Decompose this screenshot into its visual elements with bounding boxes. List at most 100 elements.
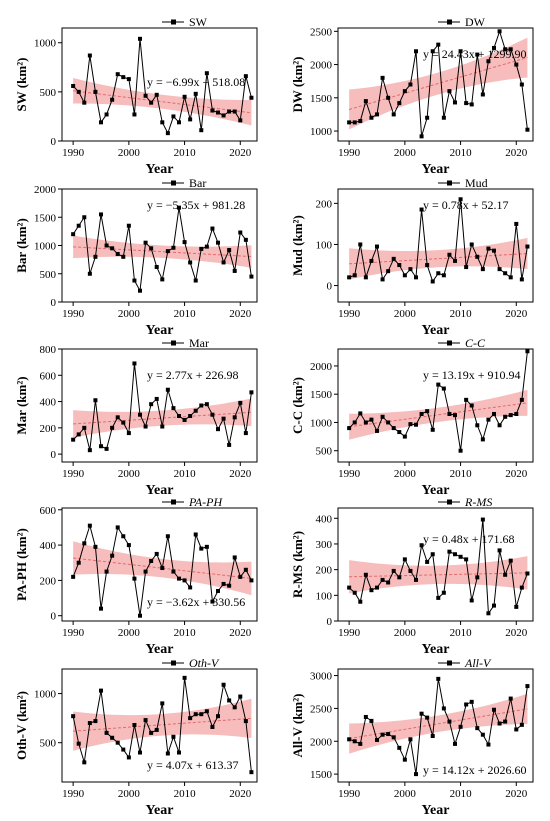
chart-paph-point-4 <box>93 544 98 549</box>
chart-othv-point-22 <box>193 712 198 717</box>
chart-paph-point-20 <box>182 578 187 583</box>
chart-rms-ylabel-unit: (km²) <box>290 531 305 562</box>
chart-allv-point-24 <box>480 732 485 737</box>
chart-mar-xtick-label-1: 2000 <box>118 468 141 480</box>
chart-othv-point-15 <box>154 727 159 732</box>
chart-allv-point-2 <box>358 741 363 746</box>
chart-rms-ylabel-name: R-MS <box>290 562 305 598</box>
chart-dw-point-4 <box>369 115 374 120</box>
chart-paph-ylabel-unit: (km²) <box>14 528 29 559</box>
chart-paph-point-14 <box>149 558 154 563</box>
chart-mar-ytick-label-4: 800 <box>40 344 57 356</box>
chart-rms-point-19 <box>453 552 457 557</box>
chart-mud-ylabel-unit: (km²) <box>290 215 305 246</box>
chart-mud-point-1 <box>352 273 357 278</box>
chart-paph-equation: y = −3.62x + 330.56 <box>147 595 245 609</box>
chart-paph-xtick-label-3: 2020 <box>229 627 252 639</box>
chart-sw-point-13 <box>143 93 148 98</box>
chart-allv-point-14 <box>425 715 430 720</box>
chart-allv-point-5 <box>375 737 379 742</box>
chart-cc: 1990 2000 2010 2020 500 1000 1500 2000 Year C-C (… <box>290 336 534 498</box>
chart-othv-legend-label: Oth-V <box>189 656 220 670</box>
chart-rms-xtick-label-2: 2010 <box>450 627 473 639</box>
chart-sw-point-9 <box>121 75 126 80</box>
chart-othv-point-8 <box>115 740 120 745</box>
chart-rms-point-28 <box>503 572 508 577</box>
chart-mud-point-32 <box>525 244 530 249</box>
chart-rms-ytick-label-4: 400 <box>316 513 333 525</box>
chart-cc-point-15 <box>430 427 435 432</box>
chart-mar-ytick-label-1: 200 <box>40 423 57 435</box>
chart-bar-xtick-label-3: 2020 <box>229 308 252 320</box>
chart-paph-point-13 <box>143 569 148 574</box>
chart-bar-point-3 <box>87 271 92 276</box>
chart-cc-point-18 <box>447 411 452 416</box>
chart-allv-point-12 <box>414 772 418 777</box>
chart-bar-point-24 <box>204 244 209 249</box>
chart-mar-point-10 <box>126 431 131 436</box>
chart-bar-point-14 <box>149 246 154 251</box>
chart-bar-point-4 <box>93 254 98 259</box>
chart-cc-point-30 <box>514 411 519 416</box>
chart-mar-ylabel: Mar (km²) <box>14 376 29 434</box>
chart-rms-point-9 <box>397 575 402 580</box>
chart-allv-point-10 <box>402 757 407 762</box>
chart-bar-point-9 <box>121 254 126 259</box>
chart-dw-point-14 <box>425 115 430 120</box>
chart-othv-point-6 <box>104 730 109 735</box>
chart-mar-point-27 <box>221 416 226 421</box>
chart-allv-point-13 <box>419 711 424 716</box>
chart-dw-xtick-label-3: 2020 <box>505 147 528 159</box>
chart-allv-point-18 <box>447 719 452 724</box>
chart-paph-point-3 <box>87 523 92 528</box>
chart-mud-point-23 <box>475 254 480 259</box>
chart-mud-frame <box>337 188 534 303</box>
chart-othv-xlabel: Year <box>146 803 174 818</box>
chart-bar-point-1 <box>76 223 81 228</box>
chart-paph-point-22 <box>193 532 198 537</box>
chart-bar-point-27 <box>221 260 226 265</box>
chart-cc-ylabel-unit: (km²) <box>290 377 305 408</box>
chart-cc-point-28 <box>503 414 508 419</box>
chart-cc-point-7 <box>386 420 391 425</box>
chart-cc-point-10 <box>402 434 407 439</box>
chart-bar-point-22 <box>193 278 198 283</box>
chart-mud-point-20 <box>458 197 463 202</box>
chart-sw-point-16 <box>160 120 165 125</box>
chart-othv-point-32 <box>249 770 254 775</box>
chart-paph-point-8 <box>115 525 120 530</box>
chart-othv-point-2 <box>82 760 87 765</box>
chart-cc-point-3 <box>363 420 368 425</box>
chart-rms-point-26 <box>492 603 496 608</box>
chart-sw-point-17 <box>165 131 170 136</box>
chart-sw-point-10 <box>126 77 131 82</box>
chart-rms-point-27 <box>497 548 502 553</box>
chart-mar-point-16 <box>160 424 165 429</box>
chart-mud-point-25 <box>486 246 491 251</box>
chart-cc-point-12 <box>414 422 418 427</box>
chart-bar-equation: y = −5.35x + 981.28 <box>147 198 245 212</box>
chart-rms-equation: y = 0.48x + 171.68 <box>423 532 515 546</box>
chart-dw-legend-label: DW <box>465 15 486 29</box>
chart-mar-point-31 <box>243 431 248 436</box>
chart-paph-point-32 <box>249 578 254 583</box>
chart-othv-point-9 <box>121 747 126 752</box>
chart-mud-point-30 <box>514 221 519 226</box>
chart-dw-point-19 <box>453 100 457 105</box>
chart-mar-point-32 <box>249 390 254 395</box>
chart-cc-point-29 <box>508 413 513 418</box>
chart-sw-point-1 <box>76 89 81 94</box>
chart-allv-point-21 <box>464 702 469 707</box>
chart-cc-frame <box>337 348 534 463</box>
chart-cc-ytick-label-2: 1500 <box>310 389 333 401</box>
chart-dw-point-12 <box>414 49 418 54</box>
chart-bar-point-11 <box>132 278 137 283</box>
chart-paph-point-7 <box>110 553 115 558</box>
chart-othv-equation: y = 4.07x + 613.37 <box>147 758 239 772</box>
chart-cc-ytick-label-0: 500 <box>316 446 333 458</box>
chart-dw-point-11 <box>408 82 413 87</box>
chart-mar-point-2 <box>82 425 87 430</box>
chart-sw-point-4 <box>93 89 98 94</box>
chart-dw-point-8 <box>391 112 396 117</box>
chart-dw-point-7 <box>386 95 391 100</box>
